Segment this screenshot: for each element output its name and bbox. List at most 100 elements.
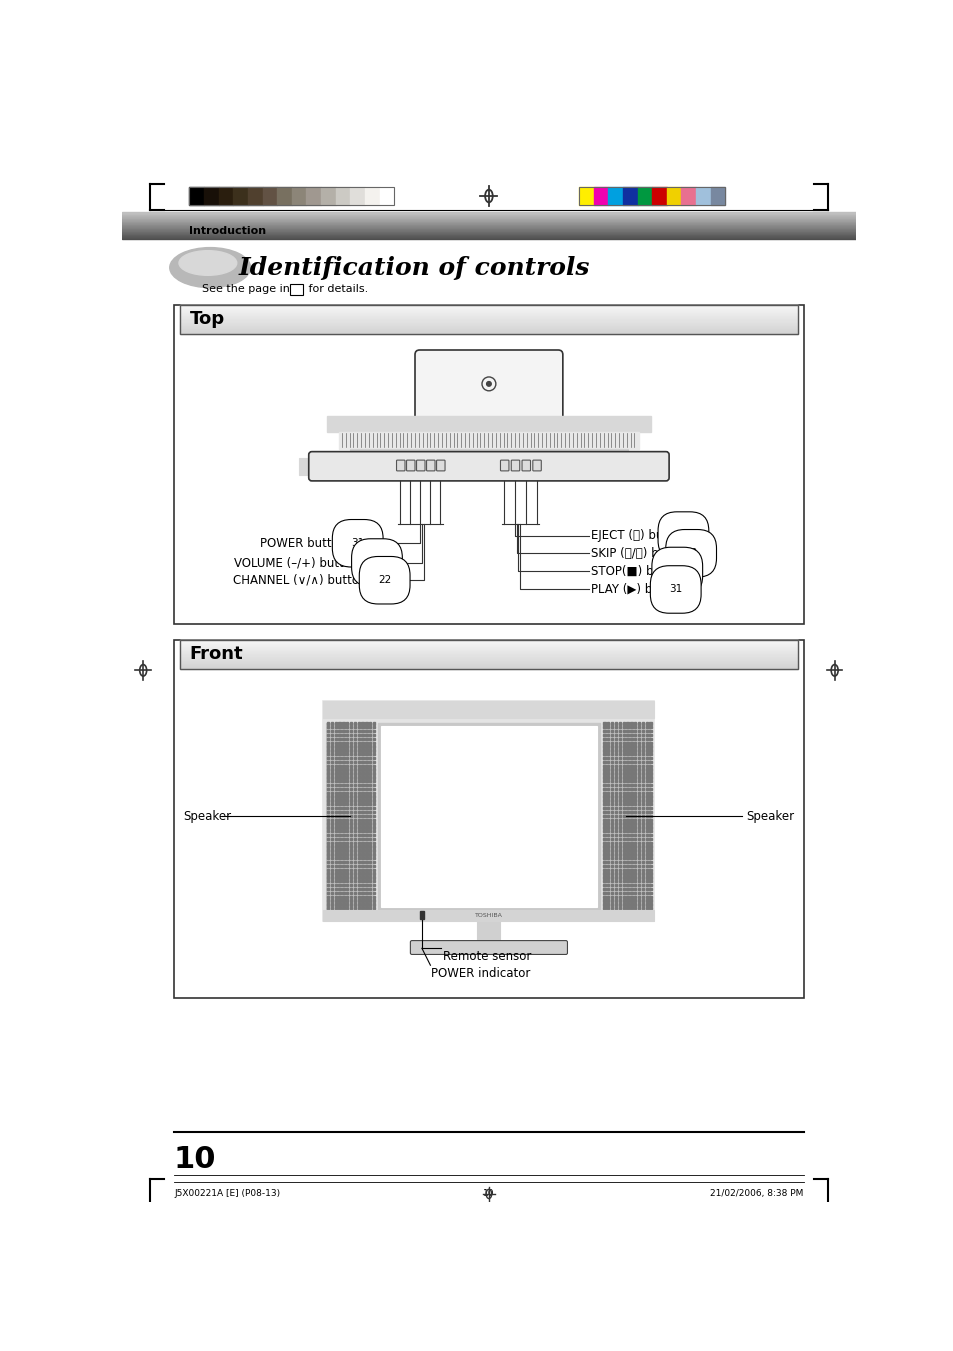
Bar [335,800,336,801]
Bar [626,873,628,874]
Bar [602,769,605,771]
Bar [373,819,375,821]
FancyBboxPatch shape [415,350,562,424]
Bar [614,819,617,821]
Bar [327,815,329,817]
Bar [342,884,344,886]
Bar [346,788,348,790]
Bar [361,777,363,778]
Bar [365,757,367,759]
Bar [180,639,797,669]
Bar [618,880,620,882]
Bar [365,888,367,890]
Bar [641,877,643,878]
Bar [338,811,340,813]
Bar [338,880,340,882]
Bar [373,865,375,867]
Bar [350,861,352,863]
Bar [634,907,636,909]
Bar [357,734,359,736]
Bar [614,861,617,863]
Bar [602,777,605,778]
Bar [622,765,624,767]
Bar [327,802,329,805]
Bar [606,802,609,805]
Bar [369,907,371,909]
Bar [346,888,348,890]
Bar [357,800,359,801]
Bar [369,846,371,848]
Bar [306,186,321,205]
Bar [614,802,617,805]
Text: See the page in: See the page in [202,284,290,295]
Bar [327,846,329,848]
Bar [350,884,352,886]
Bar [373,873,375,874]
Bar [606,877,609,878]
Bar [331,869,333,871]
Bar [361,750,363,751]
Bar [630,892,632,894]
Bar [606,784,609,786]
Bar [618,865,620,867]
Bar [369,865,371,867]
Bar [614,800,617,801]
Bar [618,811,620,813]
Bar [610,777,613,778]
Bar [634,815,636,817]
Bar [354,811,355,813]
Bar [614,869,617,871]
Bar [626,907,628,909]
Bar [630,811,632,813]
Bar [327,723,329,724]
Bar [342,830,344,832]
Bar [649,730,651,732]
Bar [645,838,647,840]
Bar [346,753,348,755]
Bar [350,873,352,874]
Bar [373,769,375,771]
Bar [335,784,336,786]
Bar [641,830,643,832]
Bar [634,823,636,824]
Bar [602,796,605,797]
Bar [365,725,367,728]
Bar [365,738,367,740]
Bar [610,723,613,724]
Bar [338,888,340,890]
Bar [342,730,344,732]
Bar [626,784,628,786]
Bar [354,742,355,744]
Bar [361,892,363,894]
Bar [606,796,609,797]
Bar [331,802,333,805]
Bar [357,823,359,824]
Bar [346,725,348,728]
Bar [630,865,632,867]
Bar [357,738,359,740]
Bar [645,765,647,767]
Bar [357,730,359,732]
Bar [626,769,628,771]
Bar [610,815,613,817]
Bar [626,823,628,824]
Bar [369,850,371,851]
Bar [602,738,605,740]
Bar [365,769,367,771]
Bar [361,792,363,794]
Bar [610,830,613,832]
Bar [365,873,367,874]
Bar [638,842,639,844]
Bar [327,838,329,840]
Bar [641,792,643,794]
Bar [606,780,609,782]
Bar [602,823,605,824]
Bar [602,838,605,840]
Bar [649,846,651,848]
Bar [637,186,652,205]
Bar [233,186,248,205]
Bar [649,830,651,832]
Bar [354,888,355,890]
Bar [602,842,605,844]
Bar [331,796,333,797]
